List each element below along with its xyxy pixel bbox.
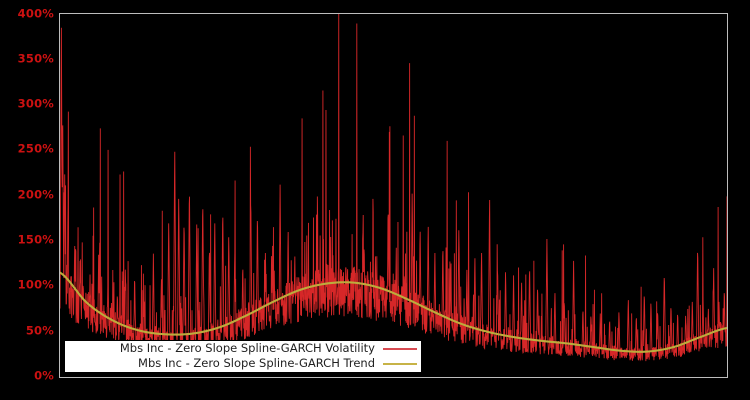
y-tick-150: 150% — [17, 232, 54, 247]
plot-area — [59, 13, 728, 378]
legend-entry-trend: Mbs Inc - Zero Slope Spline-GARCH Trend — [65, 357, 421, 372]
y-tick-0: 0% — [34, 368, 54, 383]
legend-label-volatility: Mbs Inc - Zero Slope Spline-GARCH Volati… — [119, 341, 375, 356]
y-tick-100: 100% — [17, 277, 54, 292]
legend-label-trend: Mbs Inc - Zero Slope Spline-GARCH Trend — [138, 356, 375, 371]
volatility-line — [60, 14, 727, 362]
line-sample-icon-volatility — [383, 348, 417, 350]
volatility-series — [60, 14, 727, 362]
trend-series — [60, 271, 727, 353]
y-axis-tick-labels: 400% 350% 300% 250% 200% 150% 100% 50% 0… — [0, 0, 54, 400]
legend-entry-volatility: Mbs Inc - Zero Slope Spline-GARCH Volati… — [65, 342, 421, 357]
y-tick-300: 300% — [17, 96, 54, 111]
chart-legend: Mbs Inc - Zero Slope Spline-GARCH Volati… — [64, 340, 422, 373]
trend-line — [60, 271, 727, 353]
y-tick-250: 250% — [17, 141, 54, 156]
chart-canvas — [60, 14, 727, 362]
y-tick-200: 200% — [17, 187, 54, 202]
y-tick-50: 50% — [25, 323, 54, 338]
y-tick-400: 400% — [17, 6, 54, 21]
y-tick-350: 350% — [17, 51, 54, 66]
line-sample-icon-trend — [383, 363, 417, 365]
